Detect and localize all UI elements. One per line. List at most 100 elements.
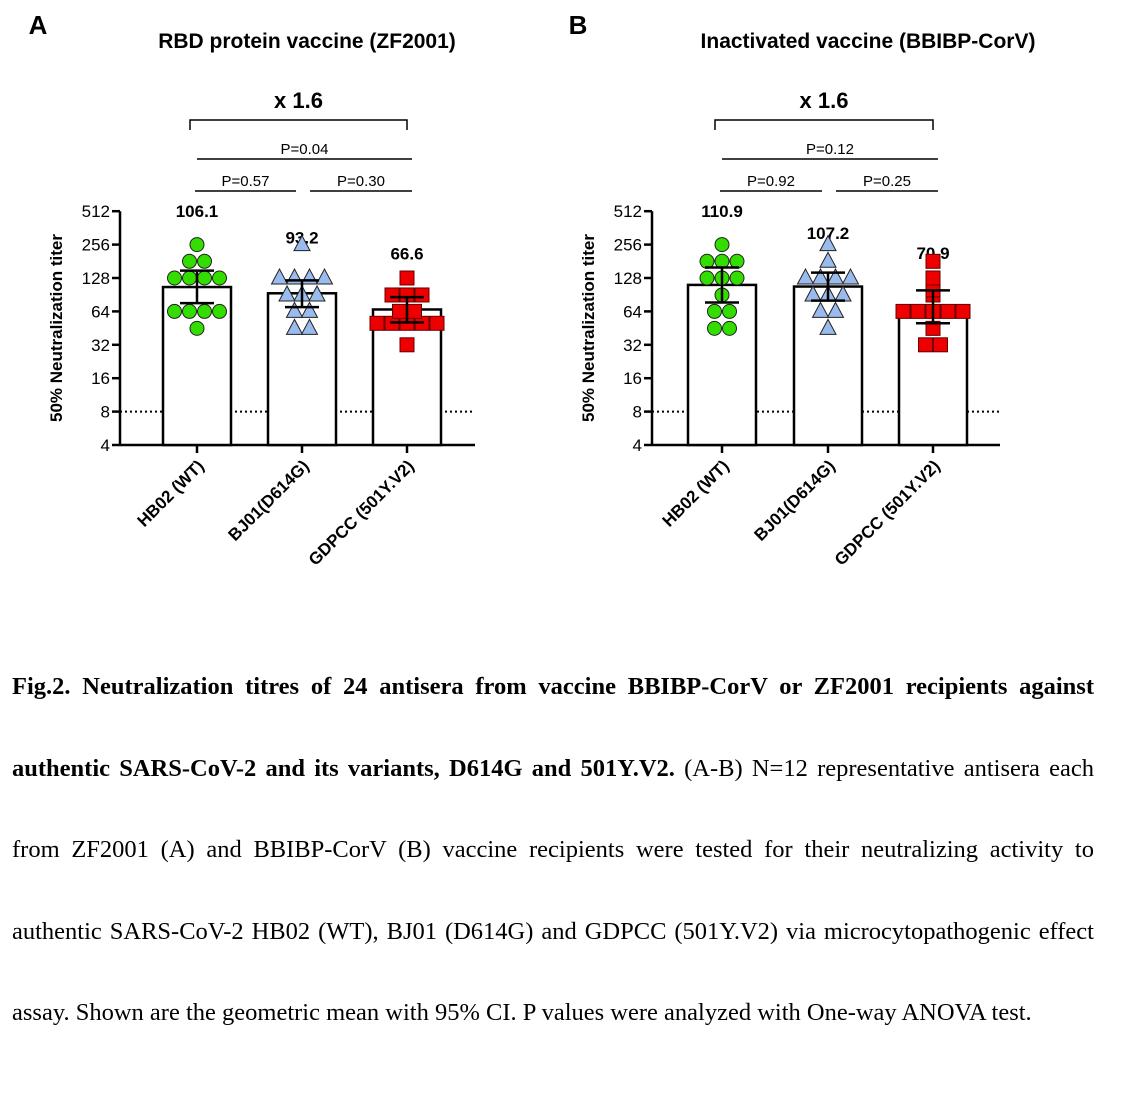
data-point — [707, 320, 722, 336]
y-tick-label: 8 — [633, 403, 642, 422]
y-tick-label: 512 — [82, 202, 110, 221]
data-point — [925, 270, 941, 286]
data-point — [707, 303, 722, 319]
figure-panels: A RBD protein vaccine (ZF2001) 50% Neutral… — [29, 10, 1036, 569]
y-tick-label: 512 — [614, 202, 642, 221]
x-tick-label: GDPCC (501Y.V2) — [305, 456, 418, 569]
y-tick-label: 64 — [91, 302, 110, 321]
x-tick-label: HB02 (WT) — [659, 456, 733, 530]
data-point — [369, 315, 385, 331]
p-value-label: P=0.30 — [337, 173, 385, 190]
data-point — [910, 303, 926, 319]
y-tick-label: 16 — [623, 369, 642, 388]
data-point — [197, 270, 212, 286]
data-point — [300, 318, 319, 335]
data-point — [933, 337, 948, 353]
data-point — [392, 303, 407, 319]
data-point — [189, 320, 205, 336]
data-point — [841, 267, 860, 285]
data-point — [729, 270, 745, 286]
data-point — [197, 253, 212, 269]
value-label: 110.9 — [701, 202, 743, 221]
data-point — [429, 315, 445, 331]
data-point — [811, 267, 830, 285]
y-tick-label: 4 — [633, 436, 642, 455]
data-point — [722, 320, 737, 336]
y-tick-label: 128 — [82, 269, 110, 288]
data-point — [955, 303, 971, 319]
data-point — [796, 267, 815, 285]
data-point — [940, 303, 956, 319]
y-tick-label: 8 — [101, 403, 110, 422]
data-point — [826, 267, 845, 285]
value-label: 66.6 — [390, 245, 423, 264]
caption-title: Fig.2. Neutralization titres of 24 antis… — [12, 673, 1094, 782]
data-point — [699, 253, 715, 269]
data-point — [407, 303, 422, 319]
y-tick-label: 32 — [623, 336, 642, 355]
data-point — [414, 287, 430, 303]
y-tick-label: 16 — [91, 369, 110, 388]
data-point — [212, 303, 227, 319]
data-point — [300, 267, 319, 285]
data-point — [729, 253, 745, 269]
data-point — [293, 234, 311, 252]
data-point — [811, 301, 830, 318]
data-point — [918, 337, 933, 353]
value-label: 107.2 — [807, 224, 850, 243]
caption-body: (A-B) N=12 representative antisera each … — [12, 754, 1094, 1027]
data-point — [270, 267, 289, 285]
data-point — [285, 267, 304, 285]
y-axis-label: 50% Neutralization titer — [579, 234, 598, 422]
value-label: 70.9 — [916, 244, 949, 263]
data-point — [182, 270, 197, 286]
data-point — [819, 251, 837, 268]
data-point — [384, 287, 400, 303]
data-point — [399, 337, 415, 353]
data-point — [182, 253, 197, 269]
p-value-label: P=0.25 — [863, 173, 911, 190]
p-value-label: P=0.12 — [806, 141, 854, 158]
panel-letter: A — [29, 10, 48, 40]
data-point — [182, 303, 197, 319]
data-point — [722, 303, 737, 319]
data-point — [315, 267, 334, 285]
x-tick-label: BJ01(D614G) — [751, 456, 839, 544]
fold-change-bracket — [714, 119, 934, 130]
y-tick-label: 256 — [82, 236, 110, 255]
y-tick-label: 128 — [614, 269, 642, 288]
fold-change-bracket — [189, 119, 408, 130]
fold-change-label: x 1.6 — [274, 88, 323, 113]
fold-change-label: x 1.6 — [800, 88, 849, 113]
bar — [686, 283, 758, 447]
y-axis-label: 50% Neutralization titer — [47, 234, 66, 422]
bar — [371, 308, 443, 447]
value-label: 106.1 — [176, 202, 219, 221]
panel-letter: B — [569, 10, 588, 40]
data-point — [197, 303, 212, 319]
data-point — [212, 270, 227, 286]
bar — [792, 285, 864, 447]
p-value-label: P=0.57 — [222, 173, 270, 190]
data-point — [819, 234, 837, 252]
p-value-label: P=0.92 — [747, 173, 795, 190]
data-point — [925, 253, 941, 269]
y-tick-label: 4 — [101, 436, 110, 455]
y-tick-label: 256 — [614, 236, 642, 255]
y-tick-label: 64 — [623, 302, 642, 321]
p-value-label: P=0.04 — [281, 141, 329, 158]
data-point — [285, 318, 304, 335]
panel-title: Inactivated vaccine (BBIBP-CorV) — [701, 30, 1036, 53]
panel-title: RBD protein vaccine (ZF2001) — [158, 30, 456, 53]
data-point — [714, 237, 730, 253]
data-point — [167, 303, 182, 319]
data-point — [278, 284, 296, 302]
data-point — [189, 237, 205, 253]
data-point — [819, 318, 837, 335]
figure-caption: Fig.2. Neutralization titres of 24 antis… — [12, 646, 1094, 1054]
data-point — [399, 270, 415, 286]
data-point — [826, 301, 845, 318]
data-point — [285, 301, 304, 318]
data-point — [699, 270, 715, 286]
y-tick-label: 32 — [91, 336, 110, 355]
